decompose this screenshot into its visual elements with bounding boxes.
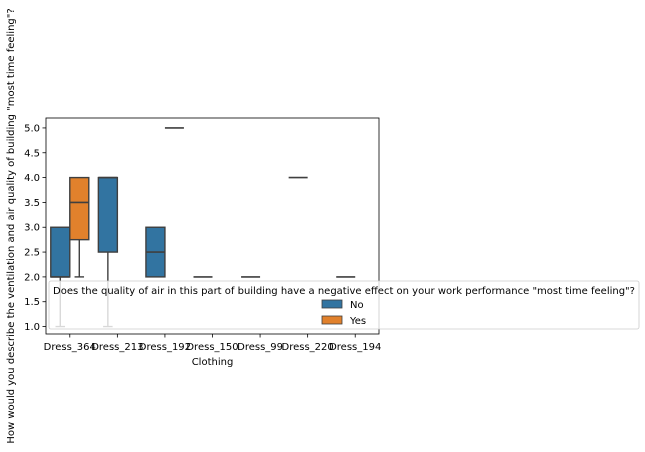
- legend-swatch-yes: [321, 315, 343, 325]
- x-tick-label: Dress_213: [91, 342, 143, 353]
- y-tick-label: 2.0: [24, 272, 40, 283]
- box-dress-364-yes: [69, 176, 90, 278]
- legend: Does the quality of air in this part of …: [48, 280, 640, 330]
- x-tick-label: Dress_194: [329, 342, 381, 353]
- y-tick-label: 1.0: [24, 322, 40, 333]
- y-tick-label: 3.5: [24, 198, 40, 209]
- x-tick-label: Dress_220: [282, 342, 334, 353]
- x-tick-label: Dress_192: [139, 342, 191, 353]
- y-tick-label: 5.0: [24, 123, 40, 134]
- y-axis-label: How would you describe the ventilation a…: [6, 8, 17, 443]
- legend-frame: [48, 280, 640, 330]
- boxes-layer: [50, 127, 356, 328]
- legend-title: Does the quality of air in this part of …: [53, 286, 635, 297]
- y-tick-label: 4.0: [24, 173, 40, 184]
- x-tick-label: Dress_150: [186, 342, 238, 353]
- y-tick-label: 2.5: [24, 248, 40, 259]
- y-tick-label: 4.5: [24, 148, 40, 159]
- ticks-layer: 1.01.52.02.53.03.54.04.55.0Dress_364Dres…: [24, 123, 381, 353]
- y-tick-label: 1.5: [24, 297, 40, 308]
- x-axis-label: Clothing: [192, 357, 234, 368]
- legend-label-no: No: [350, 300, 364, 311]
- box-body: [97, 176, 119, 253]
- legend-label-yes: Yes: [349, 316, 366, 327]
- box-body: [50, 226, 71, 278]
- box-dress-364-no: [50, 226, 71, 328]
- x-tick-label: Dress_99: [237, 342, 283, 353]
- box-dress-213-no: [97, 176, 119, 328]
- y-tick-label: 3.0: [24, 223, 40, 234]
- x-tick-label: Dress_364: [44, 342, 96, 353]
- box-body: [69, 176, 90, 241]
- legend-swatch-no: [321, 299, 343, 309]
- box-dress-192-no: [145, 226, 166, 278]
